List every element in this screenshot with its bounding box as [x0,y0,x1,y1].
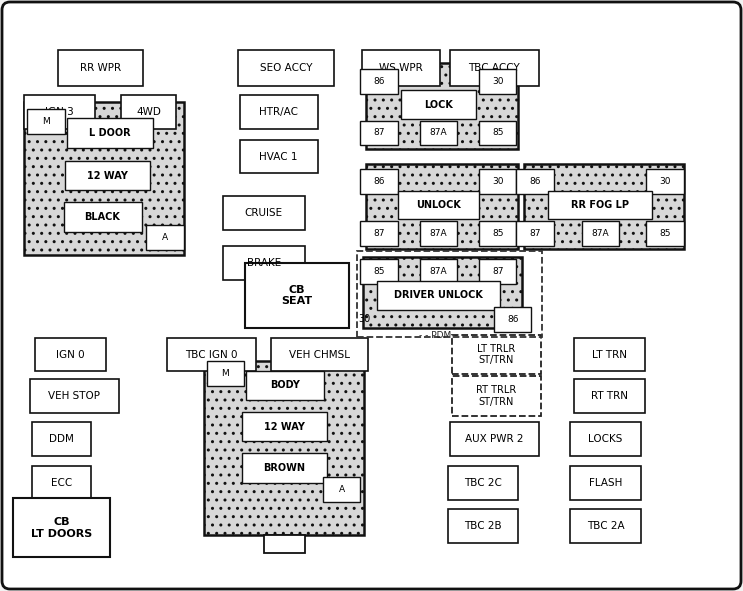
Text: RT TRN: RT TRN [591,391,628,401]
Bar [323,477,360,502]
Bar [245,371,324,400]
Bar [360,169,398,194]
Text: CRUISE: CRUISE [244,208,283,217]
Text: 87: 87 [373,229,385,238]
Bar [264,535,305,553]
Text: LOCKS: LOCKS [588,434,623,444]
Text: 87A: 87A [429,128,447,138]
Bar [646,221,684,246]
Bar [452,335,541,375]
Text: 86: 86 [507,314,519,324]
Bar [571,466,640,500]
Text: 30: 30 [492,77,504,86]
Bar [32,422,91,456]
Bar [58,50,143,86]
Bar [24,102,184,255]
Text: LOCK: LOCK [424,100,452,109]
Bar [452,376,541,416]
Bar [204,361,364,535]
Bar [167,338,256,372]
Bar [242,412,328,441]
Text: RR WPR: RR WPR [80,63,121,73]
Text: M: M [221,369,229,378]
Text: DDM: DDM [49,434,74,444]
Bar [271,338,368,372]
Bar [27,109,65,134]
Bar [67,118,153,148]
Text: 86: 86 [373,77,385,86]
Bar [398,191,479,219]
Text: BRAKE: BRAKE [247,258,281,268]
Bar [366,164,518,249]
Bar [450,50,539,86]
Text: SEO ACCY: SEO ACCY [260,63,312,73]
Bar [447,509,518,543]
Bar [574,379,645,413]
Text: 85: 85 [492,229,504,238]
Text: TBC 2C: TBC 2C [464,478,502,488]
Text: HVAC 1: HVAC 1 [259,152,298,161]
Bar [360,221,398,246]
Bar [64,202,142,232]
Text: TBC IGN 0: TBC IGN 0 [186,350,238,359]
Text: BODY: BODY [270,381,299,390]
Bar [516,169,554,194]
Bar [245,263,349,328]
Bar [571,422,640,456]
Text: WS WPR: WS WPR [380,63,423,73]
Bar [479,259,516,284]
Bar [360,121,398,145]
Text: DRIVER UNLOCK: DRIVER UNLOCK [394,291,483,300]
Bar [223,196,305,230]
Bar [366,63,518,149]
Bar [13,498,110,557]
Bar [479,169,516,194]
Text: 87: 87 [492,267,504,277]
Text: IGN 3: IGN 3 [45,108,74,117]
Text: HTR/AC: HTR/AC [259,108,298,117]
Text: 86: 86 [529,177,541,186]
Text: TBC 2B: TBC 2B [464,521,502,531]
Text: ECC: ECC [51,478,72,488]
Text: 87A: 87A [591,229,609,238]
Bar [571,509,640,543]
Text: LT TRLR
ST/TRN: LT TRLR ST/TRN [477,344,516,365]
Text: - - PDM -: - - PDM - [419,331,458,340]
Text: TBC ACCY: TBC ACCY [468,63,520,73]
Bar [420,259,457,284]
Text: AUX PWR 2: AUX PWR 2 [465,434,523,444]
Text: 87A: 87A [429,267,447,277]
Bar [450,422,539,456]
Text: 12 WAY: 12 WAY [264,422,305,431]
Bar [479,221,516,246]
Bar [479,121,516,145]
Bar [377,281,499,310]
Text: 85: 85 [659,229,671,238]
Text: RR FOG LP: RR FOG LP [571,200,629,210]
Bar [207,361,244,386]
Text: 87: 87 [529,229,541,238]
Bar [223,246,305,280]
Text: CB
SEAT: CB SEAT [282,285,313,306]
Text: A: A [162,233,168,242]
Text: BLACK: BLACK [85,212,120,222]
Text: CB
LT DOORS: CB LT DOORS [31,517,92,538]
Bar [447,466,518,500]
Text: VEH CHMSL: VEH CHMSL [289,350,350,359]
Text: L DOOR: L DOOR [89,128,131,138]
Text: 86: 86 [373,177,385,186]
Bar [524,164,684,249]
Bar [363,257,522,328]
Bar [239,140,318,174]
Bar [360,69,398,94]
Bar [65,161,150,190]
Text: UNLOCK: UNLOCK [416,200,461,210]
Bar [363,50,440,86]
Bar [548,191,652,219]
Bar [24,95,94,129]
Bar [30,379,119,413]
Bar [479,69,516,94]
Bar [582,221,619,246]
Bar [242,453,328,483]
